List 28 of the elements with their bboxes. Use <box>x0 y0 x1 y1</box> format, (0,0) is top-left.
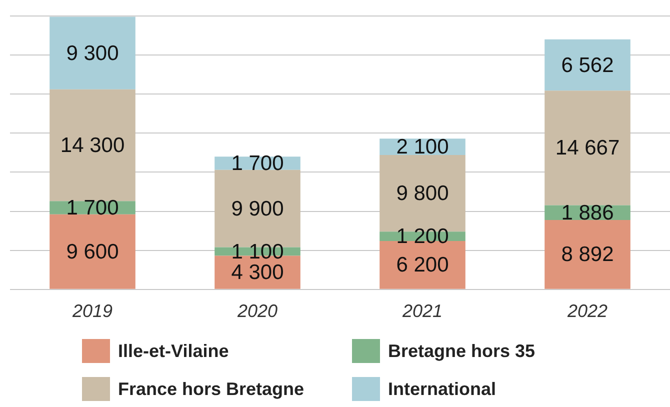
legend-label: Bretagne hors 35 <box>388 340 536 362</box>
legend-label: France hors Bretagne <box>118 378 304 400</box>
x-tick-label: 2020 <box>236 301 278 322</box>
data-label: 6 200 <box>396 254 449 277</box>
data-label: 1 700 <box>66 196 119 220</box>
bar <box>50 16 136 90</box>
data-label: 4 300 <box>231 261 284 284</box>
data-label: 14 300 <box>60 134 125 158</box>
bar <box>544 220 630 289</box>
data-label: 1 700 <box>231 152 284 176</box>
legend-label: International <box>388 378 496 400</box>
legend-label: Ille-et-Vilaine <box>118 340 229 362</box>
bar <box>50 89 136 202</box>
data-label: 6 562 <box>561 54 614 77</box>
bar <box>50 214 136 289</box>
data-label: 9 600 <box>66 240 119 264</box>
bar <box>544 90 630 206</box>
bar <box>544 39 630 91</box>
data-label: 8 892 <box>561 243 614 266</box>
x-tick-label: 2022 <box>566 301 608 322</box>
data-label: 9 800 <box>396 182 449 206</box>
data-label: 2 100 <box>396 136 449 159</box>
data-label: 9 300 <box>66 42 119 65</box>
data-label: 1 886 <box>561 201 614 224</box>
x-tick-label: 2021 <box>401 301 443 322</box>
x-tick-label: 2019 <box>71 301 113 322</box>
data-label: 9 900 <box>231 197 284 220</box>
data-label: 14 667 <box>555 136 620 160</box>
